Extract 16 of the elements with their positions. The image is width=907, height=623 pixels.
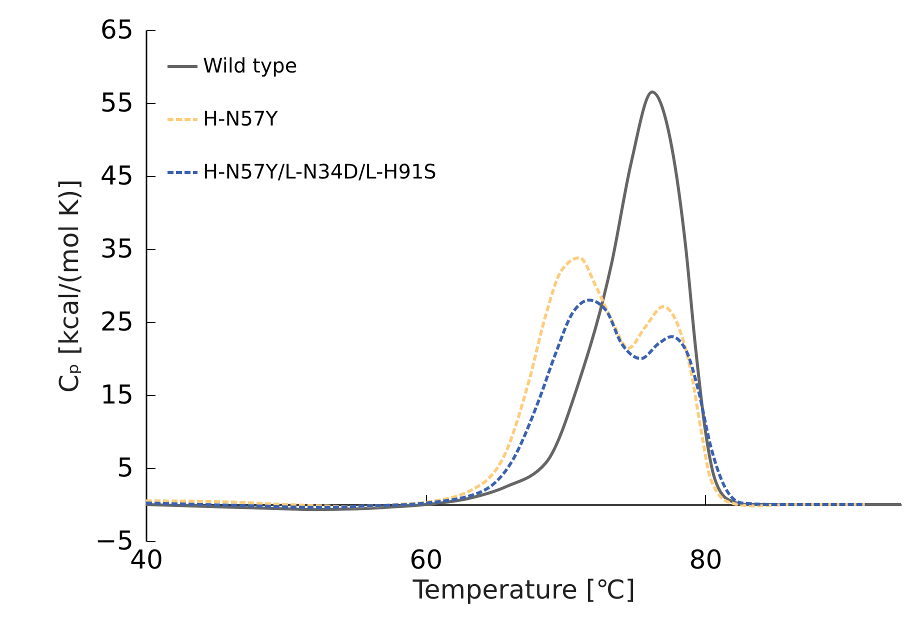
y-axis-title: Cₚ [kcal/(mol K)] xyxy=(55,179,86,393)
legend-label: Wild type xyxy=(203,54,298,78)
y-tick-label: 35 xyxy=(100,234,134,264)
y-tick-label: 25 xyxy=(100,308,134,338)
x-tick-label: 60 xyxy=(410,546,443,576)
y-tick-label: 55 xyxy=(100,88,134,118)
y-tick-label: 65 xyxy=(100,16,134,46)
legend-label: H-N57Y xyxy=(203,106,279,130)
y-tick-label: 45 xyxy=(100,162,134,192)
x-tick-label: 80 xyxy=(689,546,722,576)
legend-label: H-N57Y/L-N34D/L-H91S xyxy=(203,160,436,184)
y-tick-label: 5 xyxy=(116,454,134,484)
y-tick-label: 15 xyxy=(100,380,134,410)
x-axis-title: Temperature [℃] xyxy=(412,576,636,606)
line-series xyxy=(146,298,868,509)
line-series xyxy=(146,256,868,508)
